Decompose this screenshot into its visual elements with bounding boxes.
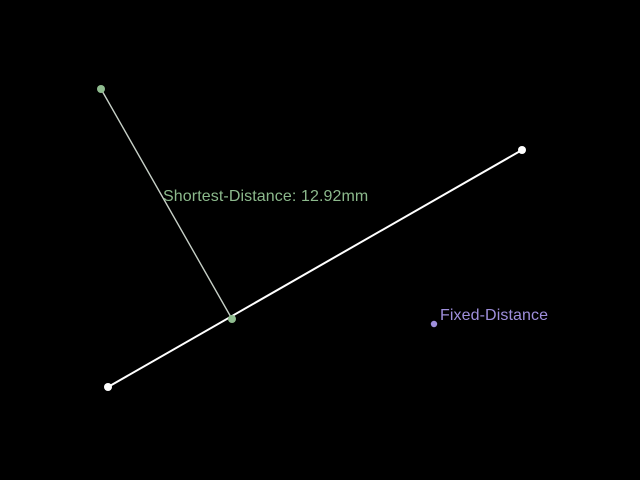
shortest-distance-line[interactable] (100, 88, 233, 320)
shortest-distance-end-point[interactable] (228, 315, 236, 323)
reference-line-start-point[interactable] (104, 383, 112, 391)
reference-line-end-point[interactable] (518, 146, 526, 154)
shortest-distance-start-point[interactable] (97, 85, 105, 93)
reference-line[interactable] (107, 149, 523, 388)
fixed-distance-point-marker[interactable] (430, 320, 438, 328)
fixed-distance-label[interactable]: Fixed-Distance (440, 307, 549, 324)
shortest-distance-label[interactable]: Shortest-Distance: 12.92mm (163, 188, 369, 205)
